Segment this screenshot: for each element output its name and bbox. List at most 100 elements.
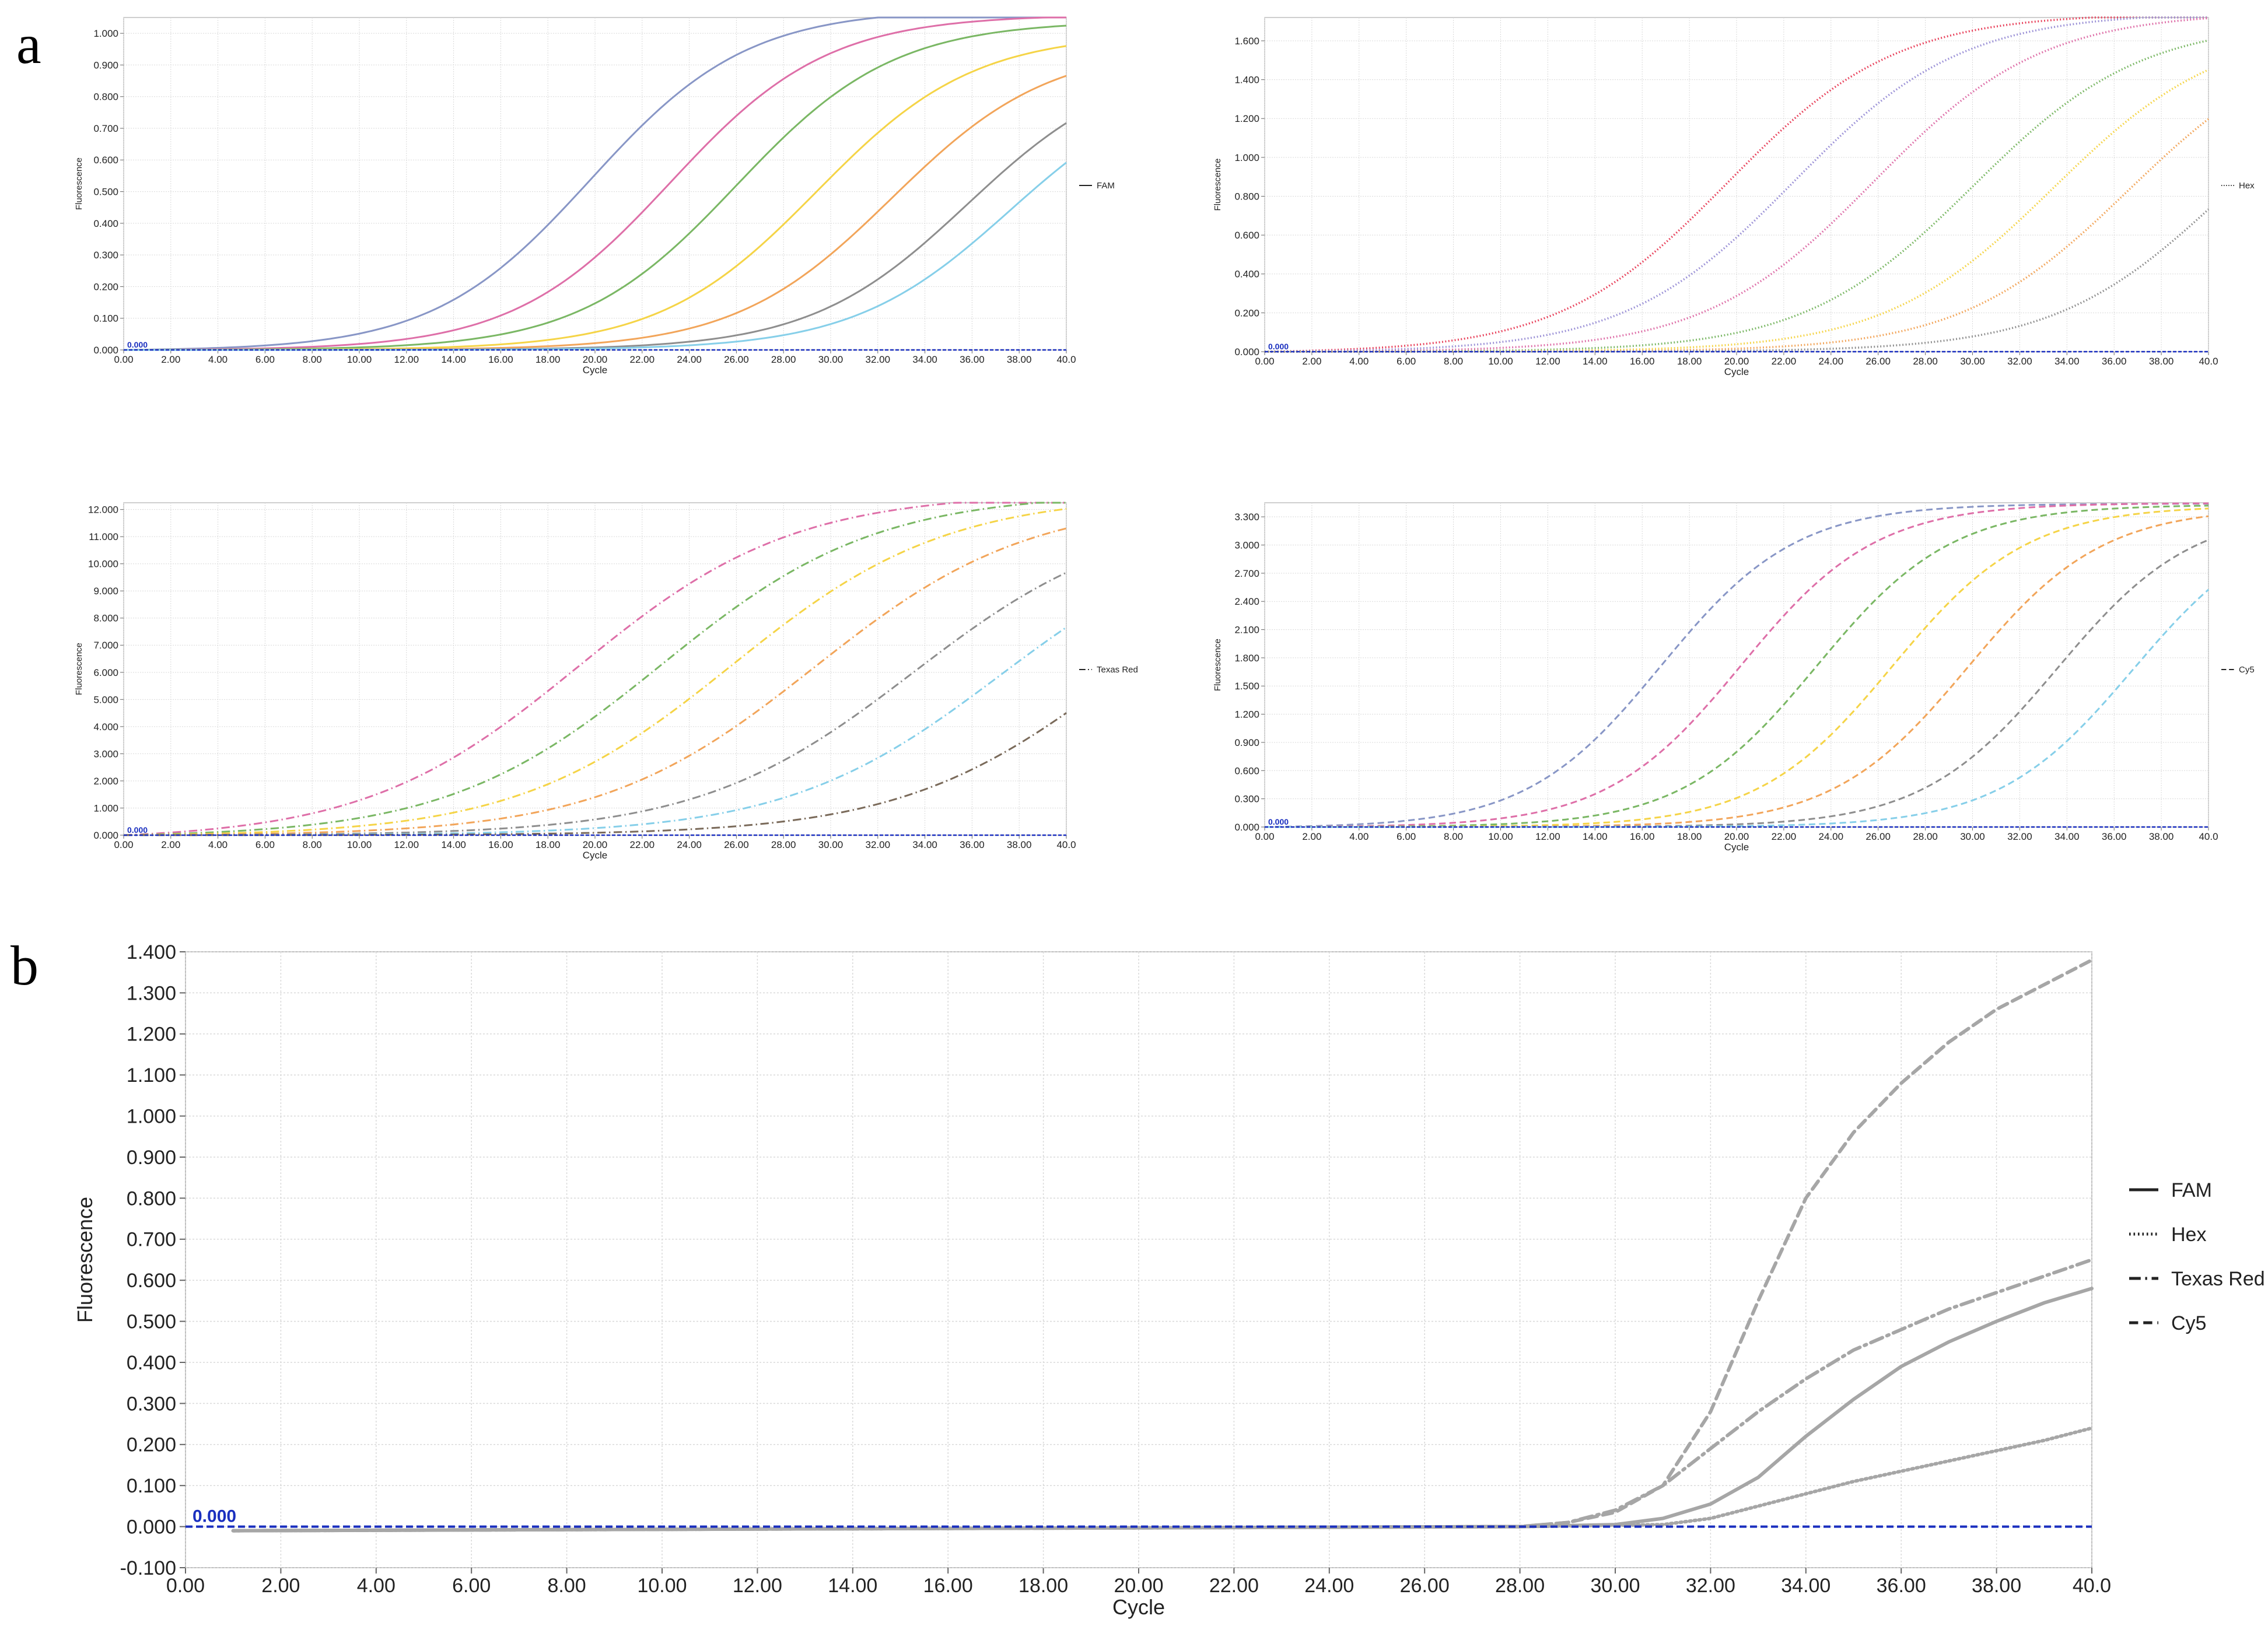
chart-a-hex-xtick-label: 40.0 xyxy=(2199,356,2218,367)
chart-a-texasred-y-axis-label: Fluorescence xyxy=(74,643,84,695)
chart-a-cy5-xtick-label: 20.00 xyxy=(1724,831,1749,842)
chart-a-hex-xtick-label: 30.00 xyxy=(1960,356,1985,367)
chart-a-texasred-xtick-label: 14.00 xyxy=(441,839,466,850)
chart-b-y-axis-label: Fluorescence xyxy=(73,1197,97,1323)
chart-a-cy5-y-axis-label: Fluorescence xyxy=(1213,639,1223,691)
chart-a-texasred-xtick-label: 32.00 xyxy=(866,839,891,850)
chart-a-cy5-ytick-label: 1.800 xyxy=(1234,653,1259,664)
chart-b-ytick-label: -0.100 xyxy=(120,1557,176,1579)
chart-b-legend-label-hex: Hex xyxy=(2171,1224,2206,1246)
chart-a-hex-legend-label: Hex xyxy=(2239,181,2255,191)
chart-a-texasred-xtick-label: 4.00 xyxy=(208,839,228,850)
chart-b-xtick-label: 2.00 xyxy=(261,1575,300,1597)
chart-a-fam-xtick-label: 28.00 xyxy=(771,354,796,365)
chart-b-ytick-label: 1.100 xyxy=(127,1064,176,1087)
chart-b-ytick-label: 0.600 xyxy=(127,1270,176,1292)
chart-a-cy5-ytick-label: 1.200 xyxy=(1234,709,1259,720)
chart-a-cy5-ytick-label: 3.000 xyxy=(1234,539,1259,551)
chart-b-ytick-label: 0.900 xyxy=(127,1147,176,1169)
chart-a-hex-threshold-label: 0.000 xyxy=(1268,342,1289,351)
chart-a-cy5-xtick-label: 40.0 xyxy=(2199,831,2218,842)
chart-a-cy5-xtick-label: 0.00 xyxy=(1255,831,1274,842)
chart-a-texasred-xtick-label: 10.00 xyxy=(347,839,372,850)
chart-b-xtick-label: 38.00 xyxy=(1972,1575,2021,1597)
chart-b-ytick-label: 0.300 xyxy=(127,1393,176,1415)
chart-a-texasred-ytick-label: 10.000 xyxy=(88,559,118,570)
chart-a-hex-xtick-label: 20.00 xyxy=(1724,356,1749,367)
chart-a-fam-ytick-label: 1.000 xyxy=(93,28,118,39)
chart-b-xtick-label: 14.00 xyxy=(828,1575,877,1597)
chart-a-fam-ytick-label: 0.800 xyxy=(93,92,118,103)
chart-a-fam-xtick-label: 40.0 xyxy=(1056,354,1076,365)
chart-a-texasred-xtick-label: 8.00 xyxy=(303,839,322,850)
chart-a-fam-xtick-label: 10.00 xyxy=(347,354,372,365)
chart-b-xtick-label: 32.00 xyxy=(1686,1575,1735,1597)
chart-a-texasred-ytick-label: 7.000 xyxy=(93,640,118,651)
chart-b-legend-label-texas-red: Texas Red xyxy=(2171,1268,2265,1290)
chart-a-hex-xtick-label: 0.00 xyxy=(1255,356,1274,367)
chart-b-x-axis-label: Cycle xyxy=(1112,1595,1165,1619)
chart-a-fam-xtick-label: 36.00 xyxy=(960,354,985,365)
chart-a-fam-legend-label: FAM xyxy=(1097,181,1115,191)
chart-a-fam-xtick-label: 30.00 xyxy=(818,354,844,365)
chart-a-hex-xtick-label: 16.00 xyxy=(1630,356,1655,367)
chart-a-hex-ytick-label: 0.400 xyxy=(1234,269,1259,280)
chart-a-hex-ytick-label: 1.000 xyxy=(1234,152,1259,163)
chart-a-cy5-xtick-label: 6.00 xyxy=(1396,831,1416,842)
chart-a-hex-ytick-label: 1.600 xyxy=(1234,36,1259,47)
chart-b-xtick-label: 18.00 xyxy=(1019,1575,1068,1597)
chart-a-cy5-xtick-label: 38.00 xyxy=(2149,831,2174,842)
chart-a-fam-xtick-label: 0.00 xyxy=(114,354,133,365)
panel-label-a: a xyxy=(16,13,41,75)
chart-b-xtick-label: 36.00 xyxy=(1877,1575,1926,1597)
chart-a-texasred-ytick-label: 8.000 xyxy=(93,613,118,624)
chart-a-texasred-xtick-label: 30.00 xyxy=(818,839,844,850)
chart-a-cy5-ytick-label: 0.600 xyxy=(1234,765,1259,776)
chart-a-texasred-ytick-label: 11.000 xyxy=(89,531,118,542)
chart-b-ytick-label: 1.300 xyxy=(127,982,176,1004)
chart-a-hex-x-axis-label: Cycle xyxy=(1724,366,1749,377)
chart-a-hex-xtick-label: 24.00 xyxy=(1819,356,1844,367)
chart-a-texasred-series-5 xyxy=(124,572,1067,836)
chart-a-fam-xtick-label: 34.00 xyxy=(912,354,937,365)
chart-b-xtick-label: 40.0 xyxy=(2073,1575,2111,1597)
chart-b-ytick-label: 0.700 xyxy=(127,1229,176,1251)
chart-a-fam-xtick-label: 20.00 xyxy=(583,354,608,365)
chart-b-ytick-label: 0.800 xyxy=(127,1187,176,1210)
chart-a-hex-xtick-label: 34.00 xyxy=(2054,356,2080,367)
panel-label-b: b xyxy=(10,934,38,997)
chart-a-hex-ytick-label: 0.800 xyxy=(1234,191,1259,202)
chart-b-ytick-label: 0.500 xyxy=(127,1311,176,1333)
chart-a-texasred-xtick-label: 18.00 xyxy=(536,839,561,850)
chart-a-texasred-series-1 xyxy=(123,502,1066,836)
chart-a-fam-xtick-label: 6.00 xyxy=(256,354,275,365)
chart-a-cy5-series-7 xyxy=(1265,588,2209,828)
chart-a-texasred-ytick-label: 5.000 xyxy=(93,694,118,705)
chart-b-ytick-label: 0.100 xyxy=(127,1475,176,1497)
chart-a-cy5-series-1 xyxy=(1264,503,2208,828)
chart-a-hex-xtick-label: 18.00 xyxy=(1677,356,1702,367)
chart-a-cy5-xtick-label: 26.00 xyxy=(1866,831,1891,842)
chart-b-xtick-label: 0.00 xyxy=(166,1575,205,1597)
chart-a-texasred-series-4 xyxy=(123,527,1067,836)
chart-a-fam-ytick-label: 0.100 xyxy=(93,313,118,324)
chart-b-xtick-label: 26.00 xyxy=(1400,1575,1450,1597)
chart-b-xtick-label: 22.00 xyxy=(1209,1575,1259,1597)
chart-a-hex-series-4 xyxy=(1265,39,2209,353)
chart-a-hex-xtick-label: 8.00 xyxy=(1444,356,1463,367)
chart-a-texasred-xtick-label: 38.00 xyxy=(1007,839,1032,850)
chart-a-fam-xtick-label: 18.00 xyxy=(536,354,561,365)
chart-b-xtick-label: 8.00 xyxy=(548,1575,586,1597)
chart-a-fam-ytick-label: 0.600 xyxy=(93,155,118,166)
chart-a-fam-y-axis-label: Fluorescence xyxy=(74,157,84,210)
chart-a-cy5-ytick-label: 0.900 xyxy=(1234,737,1259,748)
chart-a-hex-xtick-label: 6.00 xyxy=(1396,356,1416,367)
chart-a-fam-xtick-label: 24.00 xyxy=(677,354,702,365)
chart-a-hex-series-3 xyxy=(1265,17,2209,353)
chart-a-texasred-xtick-label: 20.00 xyxy=(583,839,608,850)
chart-a-texasred-xtick-label: 2.00 xyxy=(161,839,180,850)
chart-a-texasred-xtick-label: 12.00 xyxy=(394,839,419,850)
chart-b-xtick-label: 6.00 xyxy=(452,1575,491,1597)
chart-b-xtick-label: 4.00 xyxy=(357,1575,396,1597)
chart-a-hex-xtick-label: 2.00 xyxy=(1302,356,1321,367)
